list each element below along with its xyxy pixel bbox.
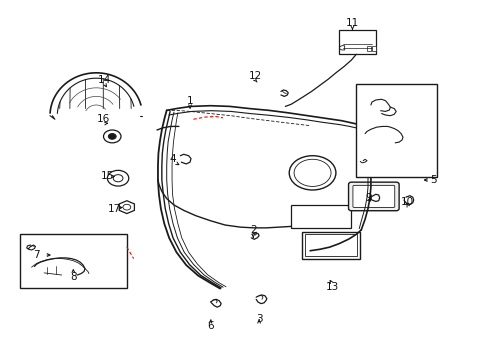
Bar (301, 232, 360, 258)
Text: 15: 15 (101, 171, 114, 181)
FancyBboxPatch shape (352, 185, 394, 207)
Bar (290, 205, 351, 228)
Text: 2: 2 (249, 225, 256, 235)
Text: 8: 8 (70, 272, 77, 282)
Text: 11: 11 (345, 18, 358, 28)
Circle shape (108, 134, 116, 139)
FancyBboxPatch shape (348, 182, 398, 211)
Text: 4: 4 (169, 154, 176, 163)
Text: 14: 14 (98, 75, 111, 85)
Bar (366, 46, 370, 51)
Text: 12: 12 (248, 71, 261, 81)
Bar (356, 84, 436, 177)
Bar (338, 30, 375, 54)
Text: 7: 7 (33, 250, 40, 260)
Text: 9: 9 (365, 193, 371, 203)
Text: 3: 3 (255, 314, 262, 324)
Bar (371, 46, 375, 51)
Text: 1: 1 (186, 96, 193, 107)
Text: 10: 10 (401, 197, 414, 207)
Bar (304, 234, 357, 256)
Text: 16: 16 (97, 114, 110, 124)
Bar (20, 234, 126, 288)
Text: 17: 17 (107, 203, 121, 213)
Text: 5: 5 (429, 175, 436, 185)
Text: 6: 6 (207, 321, 213, 332)
Text: 13: 13 (325, 282, 338, 292)
